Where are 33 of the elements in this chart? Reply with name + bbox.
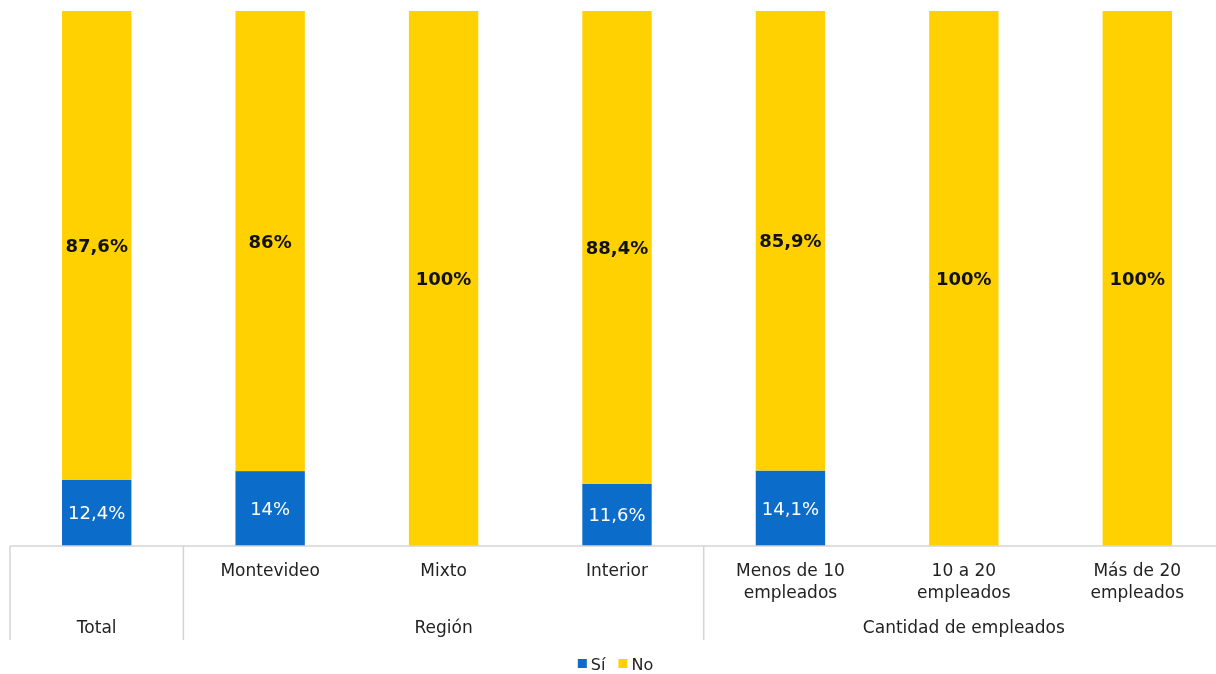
data-label: 88,4% [585, 236, 649, 258]
data-label: 87,6% [65, 234, 128, 256]
legend-label: No [631, 654, 654, 674]
data-label: 14,1% [761, 497, 820, 519]
text: Total [75, 617, 117, 637]
data-label: 12,4% [68, 502, 126, 524]
x-tick-label: Interior [585, 560, 649, 580]
bar [1102, 11, 1172, 546]
x-tick-label: Montevideo [220, 560, 320, 580]
legend-label: Sí [590, 654, 606, 674]
data-label: 85,9% [759, 230, 822, 252]
bar [929, 11, 999, 546]
bar [755, 11, 826, 471]
data-label: 11,6% [588, 504, 646, 526]
bar [582, 11, 652, 484]
x-tick-label: Más de 20 empleados [1090, 560, 1185, 602]
bar [755, 470, 826, 546]
data-label: 100% [936, 268, 992, 289]
bar [62, 11, 132, 480]
bar [235, 11, 305, 472]
bar [582, 483, 652, 546]
x-tick-label: 10 a 20 empleados [917, 560, 1011, 602]
bar [235, 471, 305, 546]
data-label: 100% [415, 268, 472, 289]
x-tick-label: Mixto [420, 560, 467, 580]
data-label: 100% [1109, 268, 1166, 289]
data-label: 86% [248, 230, 292, 252]
text: Cantidad de empleados [862, 617, 1065, 637]
bar [408, 11, 479, 546]
data-label: 14% [250, 498, 291, 520]
bar [62, 479, 132, 546]
text: Región [414, 617, 473, 637]
x-tick-label: Menos de 10 empleados [736, 560, 845, 602]
